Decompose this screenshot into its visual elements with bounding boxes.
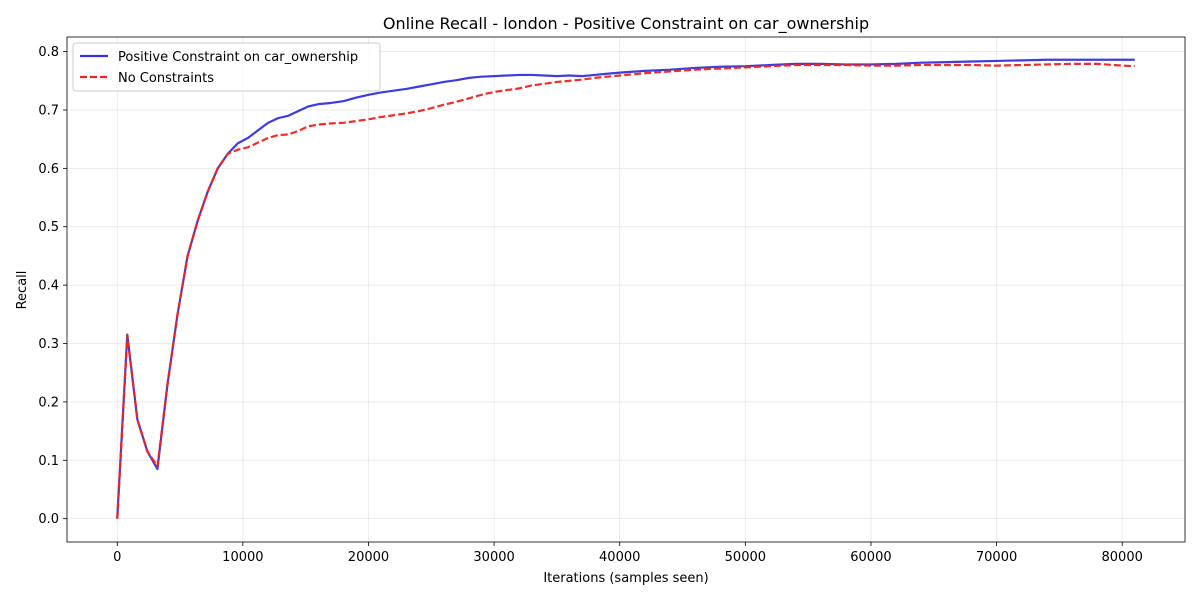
- series-lines: [116, 58, 1135, 519]
- y-tick-label: 0.4: [38, 279, 59, 294]
- chart-title: Online Recall - london - Positive Constr…: [383, 14, 869, 34]
- legend: Positive Constraint on car_ownership No …: [72, 42, 381, 92]
- y-tick-label: 0.6: [38, 162, 59, 177]
- y-axis-label: Recall: [15, 271, 30, 310]
- y-tick-label: 0.2: [38, 395, 59, 410]
- x-tick-label: 10000: [222, 550, 263, 565]
- plot-frame: [66, 36, 1186, 543]
- x-tick-label: 20000: [348, 550, 389, 565]
- x-tick-label: 50000: [725, 550, 766, 565]
- x-tick-label: 0: [113, 550, 121, 565]
- legend-label-unconstrained: No Constraints: [118, 71, 214, 86]
- x-tick-label: 80000: [1102, 550, 1143, 565]
- x-tick-label: 40000: [599, 550, 640, 565]
- axis-ticks: 0 10000 20000 30000 40000 50000 60000 70000 8000…: [38, 45, 1143, 565]
- y-tick-label: 0.1: [38, 454, 59, 469]
- y-tick-label: 0.0: [38, 512, 59, 527]
- legend-label-constrained: Positive Constraint on car_ownership: [118, 50, 358, 65]
- y-tick-label: 0.3: [38, 337, 59, 352]
- x-tick-label: 30000: [473, 550, 514, 565]
- y-tick-label: 0.7: [38, 103, 59, 118]
- series-line-unconstrained: [116, 62, 1135, 519]
- y-tick-label: 0.8: [38, 45, 59, 60]
- x-axis-label: Iterations (samples seen): [543, 571, 708, 586]
- legend-box: [72, 42, 381, 92]
- grid-lines: [67, 37, 1185, 542]
- x-tick-label: 70000: [976, 550, 1017, 565]
- x-tick-label: 60000: [850, 550, 891, 565]
- y-tick-label: 0.5: [38, 220, 59, 235]
